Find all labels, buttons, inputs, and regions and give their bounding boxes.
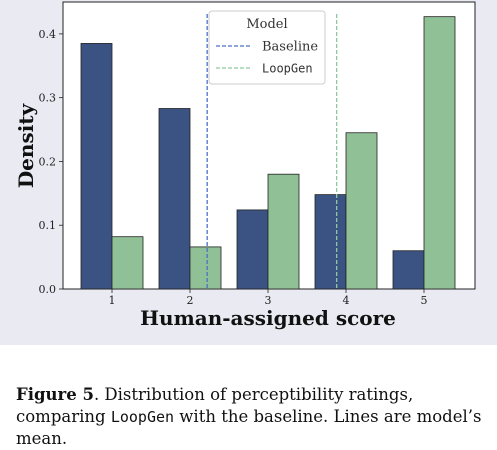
- y-tick-label-0.3: 0.3: [39, 92, 57, 105]
- bar-loopgen-3: [267, 173, 300, 290]
- y-axis-label: Density: [14, 102, 38, 188]
- y-tick-label-0.4: 0.4: [39, 28, 57, 41]
- legend-label-baseline: Baseline: [262, 40, 318, 55]
- legend-label-loopgen: LoopGen: [262, 62, 313, 76]
- mean-lines-layer: [206, 14, 338, 289]
- x-axis-label: Human-assigned score: [140, 306, 396, 330]
- legend-box: [208, 10, 326, 85]
- bar-loopgen-2: [189, 246, 222, 290]
- x-tick-label-2: 2: [187, 294, 194, 307]
- bar-loopgen-4: [345, 132, 378, 290]
- x-ticks-layer: 1 2 3 4 5: [109, 289, 428, 307]
- bar-baseline-4: [314, 194, 347, 290]
- x-tick-label-4: 4: [343, 294, 350, 307]
- bar-loopgen-1: [111, 236, 144, 290]
- figure-caption: Figure 5. Distribution of perceptibility…: [16, 384, 491, 450]
- x-tick-label-3: 3: [265, 294, 272, 307]
- x-tick-label-1: 1: [109, 294, 116, 307]
- bar-baseline-1: [80, 43, 113, 290]
- bar-loopgen-5: [423, 16, 456, 290]
- caption-figure-label: Figure 5: [16, 385, 94, 404]
- legend-title: Model: [246, 17, 287, 32]
- chart: 1 2 3 4 5 0.0 0.1 0.2 0.3 0.4 Human-assigned sco…: [0, 0, 497, 345]
- bars-layer: [80, 16, 456, 290]
- y-tick-label-0.1: 0.1: [39, 219, 57, 232]
- y-tick-label-0.2: 0.2: [39, 155, 57, 168]
- y-ticks-layer: 0.0 0.1 0.2 0.3 0.4: [39, 28, 63, 296]
- legend: Model Baseline LoopGen: [208, 10, 326, 85]
- bar-baseline-3: [236, 209, 269, 290]
- y-tick-label-0.0: 0.0: [39, 283, 57, 296]
- caption-mono-name: LoopGen: [110, 408, 175, 426]
- x-tick-label-5: 5: [421, 294, 428, 307]
- caption-text-1: . Distribution of perceptibility ratings…: [16, 385, 414, 426]
- bar-baseline-2: [158, 108, 191, 290]
- bar-baseline-5: [392, 250, 425, 290]
